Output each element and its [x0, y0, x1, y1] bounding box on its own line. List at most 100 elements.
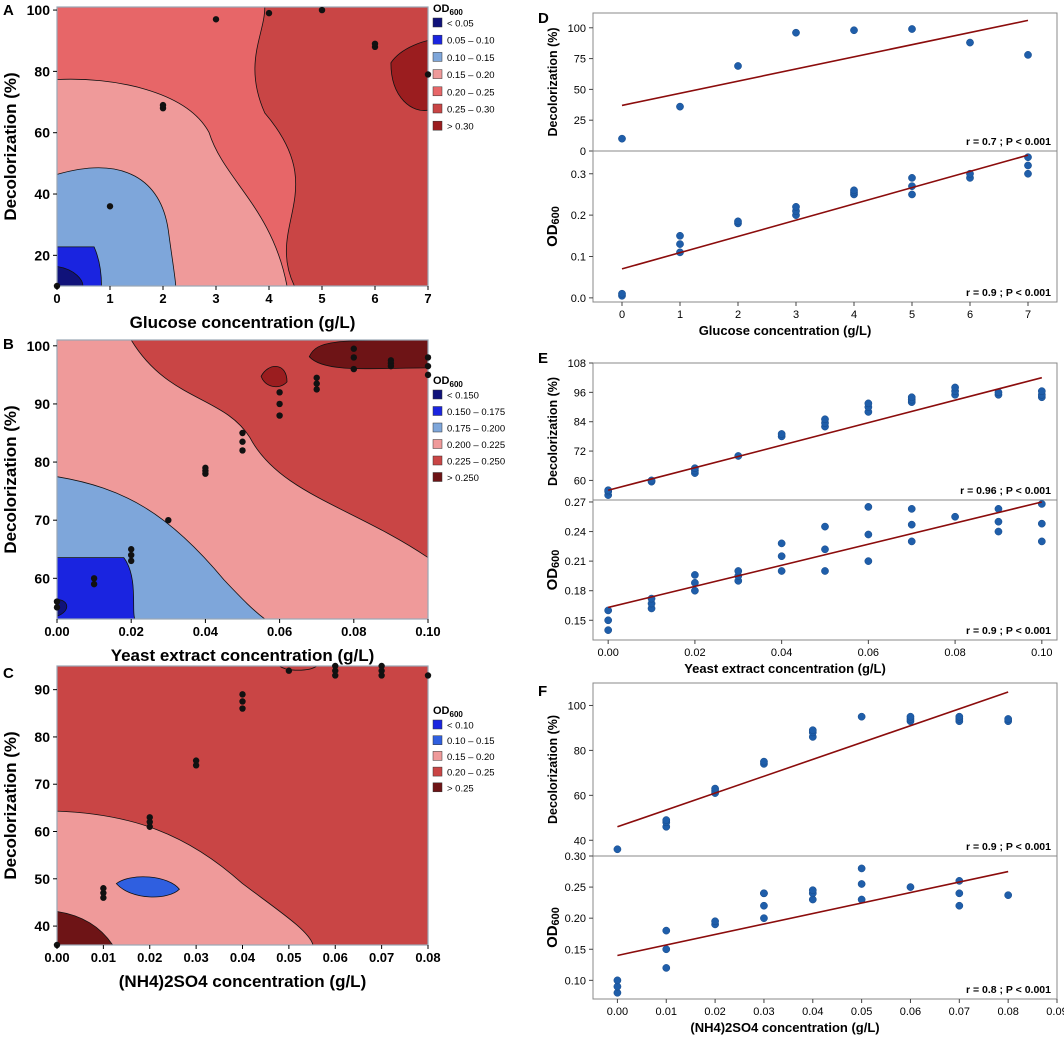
plot-frame — [592, 12, 1058, 152]
design-point — [424, 362, 432, 370]
contour-panel-a: 0 1 2 3 4 5 6 7 20 40 60 80 100 Glucose concentration… — [1, 2, 495, 332]
subplot-bottom: 0.10 0.15 0.20 0.25 0.30 OD600 r = 0.8 ; P < 0… — [544, 851, 1058, 1000]
legend-swatch — [432, 406, 443, 416]
y-axis-label: OD600 — [544, 907, 562, 948]
y-tick-label: 0.21 — [565, 556, 586, 568]
contour-region-1 — [130, 340, 428, 559]
design-point — [90, 575, 98, 582]
contour-region-2 — [390, 40, 428, 111]
x-tick-label: 0.01 — [656, 1006, 677, 1018]
panel-letter-b: B — [3, 336, 14, 353]
x-tick-label: 7 — [1025, 309, 1031, 321]
legend-label: < 0.150 — [447, 391, 479, 402]
y-tick-label: 40 — [34, 186, 50, 202]
plot-frame — [592, 150, 1058, 303]
legend-label: 0.10 – 0.15 — [447, 53, 495, 64]
y-tick-label: 20 — [34, 247, 50, 263]
subplot-bottom: 0.15 0.18 0.21 0.24 0.27 OD600 r = 0.9 ; P < 0… — [544, 497, 1058, 641]
y-tick-label: 50 — [574, 84, 586, 96]
legend-label: 0.25 – 0.30 — [447, 105, 495, 116]
y-tick-label: 90 — [34, 682, 50, 698]
y-axis-label: OD600 — [544, 550, 562, 591]
design-point — [313, 386, 320, 393]
x-axis-label: Yeast extract concentration (g/L) — [111, 646, 375, 665]
design-point — [378, 662, 385, 670]
x-tick-label: 0.00 — [597, 647, 618, 659]
legend-title: OD600 — [433, 3, 463, 17]
x-tick-label: 0.06 — [323, 950, 348, 965]
design-point — [146, 814, 153, 821]
data-point — [691, 586, 699, 595]
data-point — [808, 726, 817, 735]
x-tick-label: 2 — [159, 291, 166, 306]
legend-label: < 0.05 — [447, 19, 474, 30]
design-point — [100, 894, 107, 901]
x-tick-label: 1 — [677, 309, 683, 321]
data-point — [907, 520, 916, 529]
data-point — [613, 845, 622, 854]
x-tick-label: 2 — [735, 309, 741, 321]
data-point — [734, 217, 742, 226]
x-tick-label: 0.00 — [44, 624, 69, 639]
x-tick-label: 0.08 — [415, 950, 440, 965]
subplot-top: 0 25 50 75 100 Decolorization (%) r = 0.7 ; P … — [546, 12, 1058, 158]
x-tick-label: 7 — [424, 291, 431, 306]
x-tick-label: 0.06 — [900, 1006, 921, 1018]
x-tick-label: 3 — [212, 291, 219, 306]
y-tick-label: 0.15 — [565, 615, 586, 627]
x-tick-label: 0.04 — [771, 647, 792, 659]
data-point — [662, 816, 671, 824]
design-point — [53, 598, 61, 605]
data-point — [662, 945, 671, 954]
legend-label: 0.10 – 0.15 — [447, 736, 495, 747]
design-point — [239, 691, 246, 698]
data-point — [908, 190, 916, 199]
contour-panel-c: 0.00 0.01 0.02 0.03 0.04 0.05 0.06 0.07 0.08 40 50… — [1, 662, 495, 991]
data-point — [821, 567, 829, 575]
data-point — [994, 517, 1003, 526]
design-point — [332, 667, 339, 674]
data-point — [662, 926, 671, 935]
data-point — [850, 26, 858, 35]
y-tick-label: 25 — [574, 115, 586, 127]
legend-swatch — [432, 34, 443, 45]
data-point — [604, 606, 613, 615]
design-point — [146, 823, 153, 830]
legend-label: 0.20 – 0.25 — [447, 768, 495, 779]
data-point — [907, 537, 916, 546]
x-tick-label: 3 — [793, 309, 799, 321]
y-tick-label: 0.30 — [565, 851, 586, 863]
x-tick-label: 0.04 — [193, 624, 219, 639]
data-point — [1004, 715, 1013, 723]
data-point — [864, 530, 873, 539]
data-point — [821, 545, 829, 554]
legend-swatch — [432, 439, 443, 449]
design-point — [159, 101, 167, 109]
panel-letter-f: F — [538, 683, 548, 700]
data-point — [955, 712, 964, 721]
y-axis-label: Decolorization (%) — [1, 72, 20, 220]
design-point — [212, 16, 220, 23]
panel-letter-e: E — [538, 350, 549, 367]
legend-label: 0.15 – 0.20 — [447, 70, 495, 81]
legend-label: 0.175 – 0.200 — [447, 424, 505, 435]
subplot-top: 40 60 80 100 Decolorization (%) r = 0.9 ; P <… — [546, 682, 1058, 857]
x-tick-label: 0.08 — [997, 1006, 1018, 1018]
design-point — [106, 203, 114, 210]
data-point — [1037, 500, 1046, 508]
design-point — [424, 354, 432, 361]
y-tick-label: 0.18 — [565, 586, 586, 598]
legend-swatch — [432, 120, 443, 131]
legend-swatch — [432, 17, 443, 28]
x-tick-label: 0.03 — [183, 950, 208, 965]
contour-region-2 — [115, 876, 180, 898]
correlation-annotation: r = 0.9 ; P < 0.001 — [966, 625, 1051, 637]
design-point — [239, 698, 246, 705]
contour-region-2 — [308, 340, 428, 370]
data-point — [711, 784, 719, 793]
x-tick-label: 0.07 — [369, 950, 394, 965]
design-point — [350, 365, 357, 373]
y-axis-label: Decolorization (%) — [1, 405, 20, 553]
x-tick-label: 0.05 — [276, 950, 301, 965]
